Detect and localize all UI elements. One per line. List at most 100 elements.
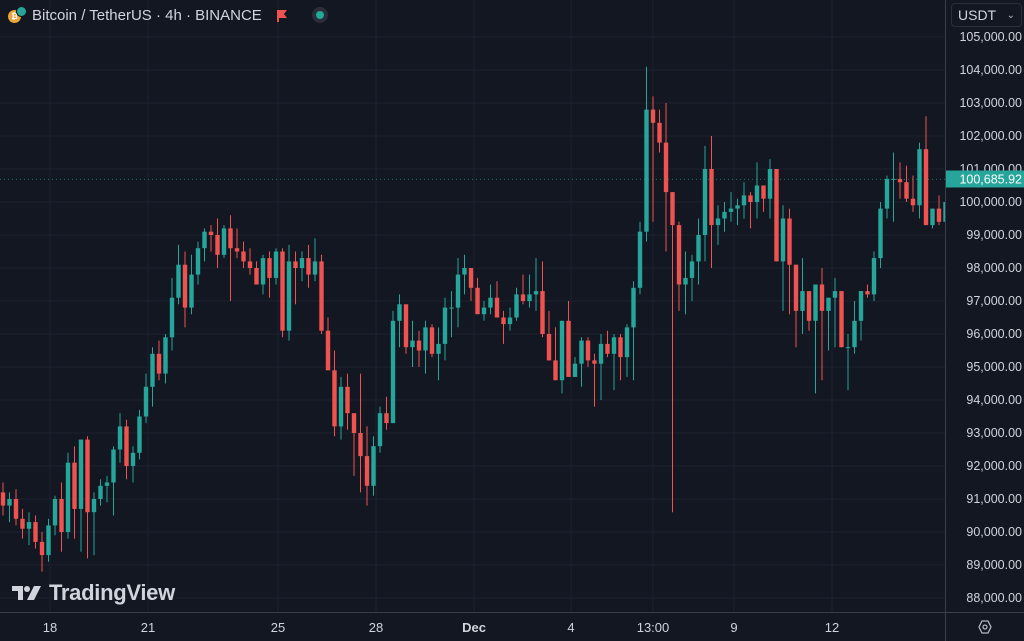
candle [514,287,519,321]
price-scale[interactable]: USDT ⌄ 105,000.00 104,000.00 103,000.00 102… [945,0,1024,612]
candle [748,192,753,229]
candlestick-chart[interactable] [0,0,945,612]
candle [637,221,643,295]
candle [527,274,532,308]
time-tick-label: 18 [42,620,58,635]
candle [761,185,766,212]
candle [540,261,545,338]
candle [208,225,214,252]
chevron-down-icon: ⌄ [1006,9,1015,21]
candle [923,116,929,226]
candle [0,482,6,516]
candle [917,142,922,219]
candle [332,350,337,437]
candle [371,436,376,496]
tradingview-watermark: TradingView [12,580,175,606]
candle [631,281,636,381]
candle [338,376,344,440]
price-tick-label: 96,000.00 [966,327,1022,341]
candle [852,301,857,354]
price-tick-label: 93,000.00 [966,426,1022,440]
candle [845,334,851,391]
candle [468,268,474,301]
flag-icon[interactable] [276,9,288,22]
price-tick-label: 94,000.00 [966,393,1022,407]
time-tick-label: 21 [140,620,156,635]
candle [546,310,552,361]
price-tick-label: 105,000.00 [959,30,1022,44]
candle [657,109,662,153]
candle [449,291,454,338]
chart-settings-button[interactable] [945,612,1024,641]
candle [494,281,500,318]
candle [559,320,565,394]
candle [683,251,688,315]
candle [735,198,740,226]
candle [436,327,441,381]
symbol-title[interactable]: Bitcoin / TetherUS · 4h · BINANCE [32,6,262,24]
candle [390,310,396,424]
currency-select[interactable]: USDT ⌄ [951,3,1022,27]
candle [215,218,220,268]
candle [839,291,844,348]
time-tick-label: 28 [368,620,384,635]
candle [670,192,675,513]
candle [904,165,909,202]
candle [650,96,656,222]
candle [429,324,435,358]
candle [780,205,786,311]
candle [59,482,64,552]
market-status-icon[interactable] [311,7,328,23]
candle [611,334,617,391]
candle [897,162,903,199]
candle [832,277,838,348]
candle [234,228,240,259]
candle [416,330,422,367]
time-scale[interactable]: 18 21 25 28 Dec 4 13:00 9 12 [0,612,945,641]
candle [111,446,116,516]
candle [13,489,19,526]
candle [247,248,253,275]
chart-plot-area[interactable] [0,0,945,612]
candle [267,251,272,298]
candle [202,228,207,262]
candle [475,277,480,315]
candle [423,320,428,374]
candle [273,248,279,285]
candle [312,238,318,282]
candle [481,301,487,321]
candle [579,337,584,387]
candle [72,446,77,539]
candle [299,251,305,282]
candle [26,512,32,546]
candle [520,274,526,305]
price-tick-label: 102,000.00 [959,129,1022,143]
candle [137,409,142,460]
candle [325,317,331,371]
candle [943,202,945,222]
candle [195,241,201,285]
time-tick-label: 4 [567,620,575,635]
candle [410,320,415,367]
candle [254,261,259,285]
candle [156,340,162,381]
candle [85,436,90,559]
candle [455,258,461,328]
candle [78,439,84,552]
price-tick-label: 98,000.00 [966,261,1022,275]
symbol-legend[interactable]: ₿ Bitcoin / TetherUS · 4h · BINANCE [8,4,328,26]
price-tick-label: 91,000.00 [966,492,1022,506]
price-tick-label: 103,000.00 [959,96,1022,110]
candle [39,532,45,572]
candle [592,353,597,407]
candle [364,426,370,506]
candle [709,136,714,268]
currency-label: USDT [958,7,997,23]
price-tick-label: 92,000.00 [966,459,1022,473]
gear-icon [978,620,992,634]
candle [124,419,129,480]
candle [533,258,539,311]
candle [774,169,779,262]
price-tick-label: 97,000.00 [966,294,1022,308]
price-tick-label: 89,000.00 [966,558,1022,572]
